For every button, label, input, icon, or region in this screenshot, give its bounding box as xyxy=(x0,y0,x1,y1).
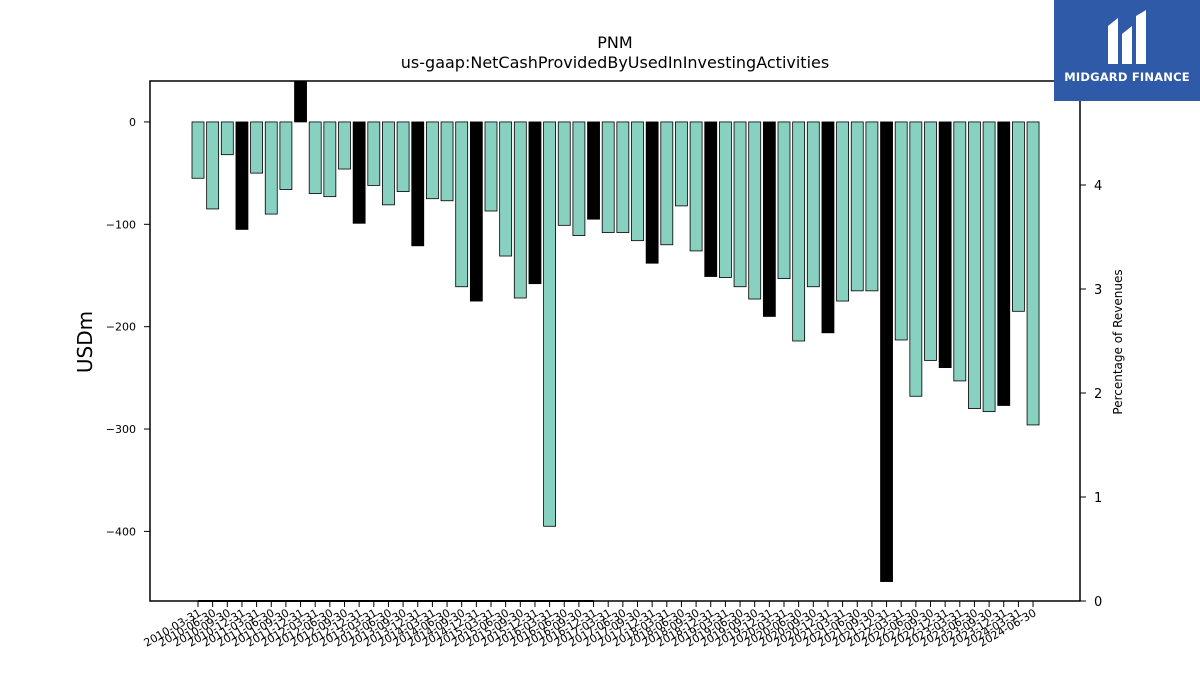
y-tick-label: −200 xyxy=(106,321,136,334)
bar-2016-03-31 xyxy=(543,121,556,527)
bar-2017-09-30 xyxy=(631,121,644,242)
midgard-finance-logo: MIDGARD FINANCE xyxy=(1054,0,1200,101)
bar-2019-12-31 xyxy=(762,121,776,317)
bar-2022-03-31 xyxy=(894,121,908,341)
bar-2017-06-30 xyxy=(616,121,630,233)
bar-2017-03-31 xyxy=(601,121,615,233)
y-axis-label: USDm xyxy=(73,311,97,373)
bar-2023-09-30 xyxy=(982,121,996,413)
y-axis-ticks: 0 −100 −200 −300 −400 xyxy=(106,116,150,538)
bar-2021-03-31 xyxy=(836,121,849,302)
bar-2013-03-31 xyxy=(367,121,381,186)
bar-2019-06-30 xyxy=(733,121,747,288)
bar-2011-12-31 xyxy=(294,80,307,123)
bar-2012-03-31 xyxy=(308,121,322,194)
y-tick-label: −100 xyxy=(106,218,136,231)
bar-2022-06-30 xyxy=(909,121,923,397)
y2-tick-label: 2 xyxy=(1094,387,1102,402)
y2-tick-label: 4 xyxy=(1094,179,1102,194)
bar-2023-06-30 xyxy=(968,121,981,409)
bar-2015-03-31 xyxy=(484,121,498,212)
bar-2012-06-30 xyxy=(323,121,337,198)
bar-2024-06-30 xyxy=(1026,121,1040,426)
bar-2019-09-30 xyxy=(748,121,762,300)
y2-tick-label: 3 xyxy=(1094,283,1102,298)
y-tick-label: −400 xyxy=(106,525,136,538)
bar-2016-06-30 xyxy=(557,121,571,226)
bar-2016-12-31 xyxy=(587,121,600,220)
bar-2015-09-30 xyxy=(513,121,527,299)
bar-2015-12-31 xyxy=(528,121,542,285)
bar-2021-06-30 xyxy=(850,121,864,292)
bar-2013-06-30 xyxy=(382,121,395,206)
bar-2020-09-30 xyxy=(806,121,820,288)
bar-2019-03-31 xyxy=(719,121,732,278)
y2-tick-label: 0 xyxy=(1094,595,1102,610)
y2-axis-label: Percentage of Revenues xyxy=(1111,269,1125,414)
bar-2013-12-31 xyxy=(411,121,425,247)
bar-2015-06-30 xyxy=(499,121,513,257)
y2-axis-ticks: 012345 xyxy=(1080,75,1102,610)
bar-2011-06-30 xyxy=(264,121,278,215)
bar-2011-09-30 xyxy=(279,121,293,190)
bar-2021-09-30 xyxy=(865,121,879,292)
chart-title: PNM xyxy=(597,33,632,52)
bar-2021-12-31 xyxy=(880,121,893,582)
bar-2023-12-31 xyxy=(997,121,1011,406)
bar-2014-12-31 xyxy=(469,121,483,302)
bar-2018-09-30 xyxy=(689,121,703,252)
bar-2017-12-31 xyxy=(645,121,659,264)
bar-2020-12-31 xyxy=(821,121,835,334)
bar-2024-03-31 xyxy=(1012,121,1025,312)
bar-2011-03-31 xyxy=(250,121,264,174)
logo-mark-icon xyxy=(1108,10,1146,64)
bar-2022-12-31 xyxy=(938,121,952,369)
y-tick-label: 0 xyxy=(129,116,136,129)
bar-2014-09-30 xyxy=(455,121,469,288)
bar-2010-09-30 xyxy=(220,121,234,156)
bar-2020-06-30 xyxy=(792,121,806,342)
bar-2012-09-30 xyxy=(338,121,351,170)
bar-2023-03-31 xyxy=(953,121,967,382)
chart-subtitle: us-gaap:NetCashProvidedByUsedInInvesting… xyxy=(401,53,829,72)
bar-2018-03-31 xyxy=(660,121,674,246)
bar-2014-03-31 xyxy=(425,121,439,200)
bar-2020-03-31 xyxy=(777,121,791,279)
bar-2013-09-30 xyxy=(396,121,410,192)
y2-tick-label: 1 xyxy=(1094,491,1102,506)
bar-2022-09-30 xyxy=(924,121,937,361)
bar-2010-12-31 xyxy=(235,121,249,230)
bar-2018-12-31 xyxy=(704,121,718,277)
bar-2016-09-30 xyxy=(572,121,586,236)
bar-2010-03-31 xyxy=(191,121,205,179)
bar-2014-06-30 xyxy=(440,121,454,202)
plot-frame xyxy=(149,80,1081,602)
bar-2010-06-30 xyxy=(206,121,220,210)
y-tick-label: −300 xyxy=(106,423,136,436)
logo-text: MIDGARD FINANCE xyxy=(1064,70,1190,84)
x-axis-ticks: 2010-03-312010-06-302010-09-302010-12-31… xyxy=(142,601,1039,650)
bar-2018-06-30 xyxy=(675,121,688,207)
bars-group xyxy=(191,80,1040,582)
bar-2012-12-31 xyxy=(352,121,366,224)
